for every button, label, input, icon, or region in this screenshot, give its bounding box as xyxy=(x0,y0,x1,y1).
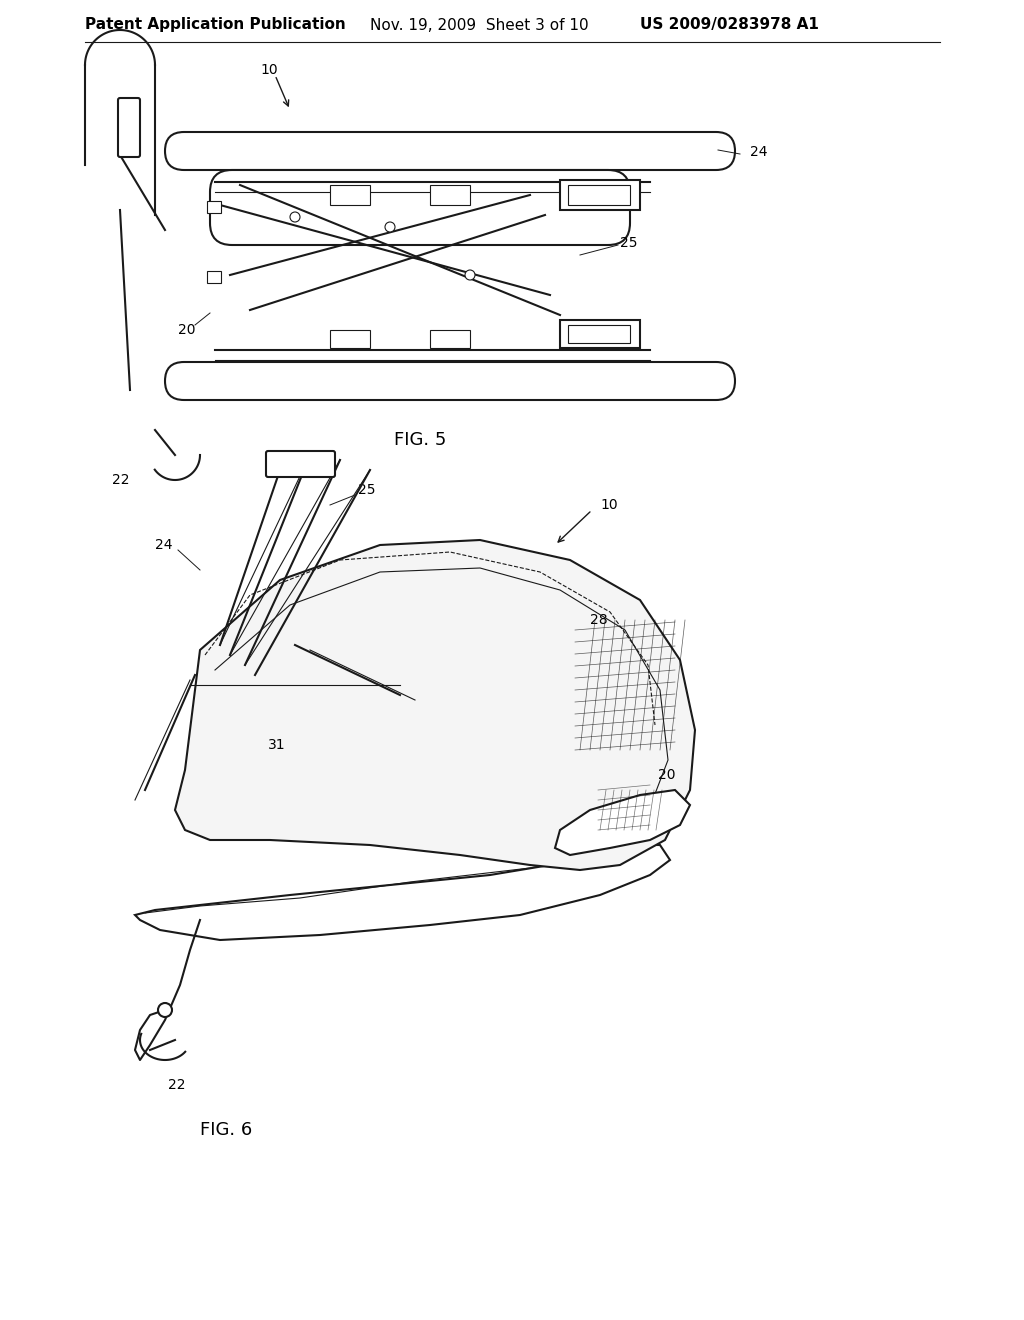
Text: 24: 24 xyxy=(155,539,172,552)
Text: 10: 10 xyxy=(600,498,617,512)
FancyBboxPatch shape xyxy=(165,362,735,400)
Text: 24: 24 xyxy=(750,145,768,158)
PathPatch shape xyxy=(175,540,695,870)
Text: 10: 10 xyxy=(260,63,278,77)
Text: 31: 31 xyxy=(268,738,286,752)
Bar xyxy=(568,185,630,205)
Circle shape xyxy=(465,271,475,280)
Bar xyxy=(207,201,221,213)
Text: Nov. 19, 2009  Sheet 3 of 10: Nov. 19, 2009 Sheet 3 of 10 xyxy=(370,17,589,33)
FancyBboxPatch shape xyxy=(165,132,735,170)
FancyBboxPatch shape xyxy=(266,451,335,477)
Bar xyxy=(568,325,630,343)
Bar xyxy=(560,180,640,210)
Text: FIG. 6: FIG. 6 xyxy=(200,1121,252,1139)
PathPatch shape xyxy=(135,845,670,940)
Bar xyxy=(207,271,221,282)
Text: US 2009/0283978 A1: US 2009/0283978 A1 xyxy=(640,17,819,33)
Text: 28: 28 xyxy=(590,612,607,627)
FancyBboxPatch shape xyxy=(210,170,630,246)
Text: 25: 25 xyxy=(358,483,376,498)
Text: FIG. 5: FIG. 5 xyxy=(394,432,446,449)
Bar xyxy=(560,319,640,348)
Text: Patent Application Publication: Patent Application Publication xyxy=(85,17,346,33)
Circle shape xyxy=(290,213,300,222)
Bar xyxy=(330,185,370,205)
Text: 20: 20 xyxy=(658,768,676,781)
Circle shape xyxy=(158,1003,172,1016)
PathPatch shape xyxy=(555,789,690,855)
FancyBboxPatch shape xyxy=(118,98,140,157)
Text: 20: 20 xyxy=(178,323,196,337)
Bar xyxy=(430,185,470,205)
Circle shape xyxy=(385,222,395,232)
Text: 22: 22 xyxy=(112,473,129,487)
Bar xyxy=(430,330,470,348)
Text: 25: 25 xyxy=(620,236,638,249)
Text: 22: 22 xyxy=(168,1078,185,1092)
Bar xyxy=(330,330,370,348)
